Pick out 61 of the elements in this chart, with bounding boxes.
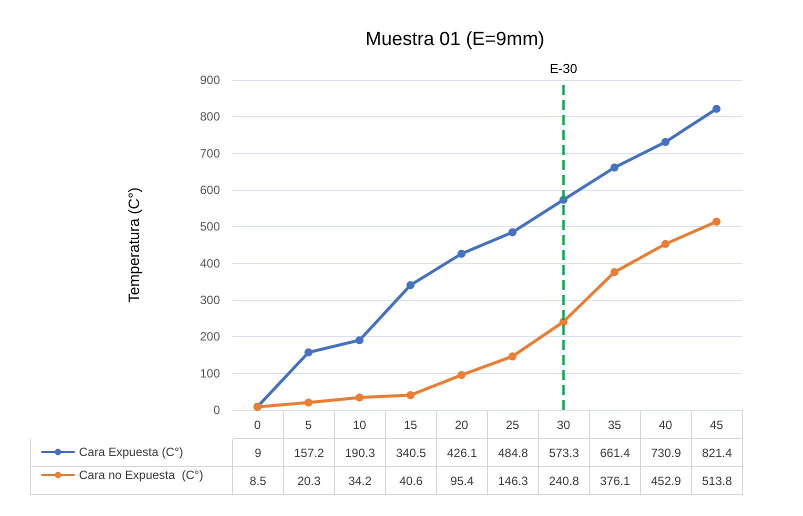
- point: [508, 228, 516, 236]
- point: [406, 281, 414, 290]
- point: [304, 348, 312, 356]
- point: [458, 371, 466, 380]
- y-tick-label: 200: [200, 330, 220, 344]
- y-axis-title: Temperatura (C°): [126, 187, 143, 303]
- data-label: 376.1: [590, 466, 640, 494]
- y-tick-label: 0: [213, 403, 220, 417]
- data-label: 821.4: [692, 438, 742, 466]
- data-label: 40.6: [386, 466, 436, 494]
- ref-line-label: E-30: [550, 61, 578, 76]
- point: [304, 398, 312, 407]
- data-label: 8.5: [232, 466, 284, 494]
- data-label: 573.3: [538, 438, 590, 466]
- x-tick-label: 45: [710, 418, 724, 432]
- legend-label: Cara no Expuesta (C°): [79, 468, 204, 482]
- y-tick-label: 100: [200, 366, 220, 380]
- y-tick-label: 400: [200, 256, 220, 270]
- y-tick-label: 300: [200, 293, 220, 307]
- x-tick-label: 35: [608, 418, 622, 432]
- point: [356, 393, 364, 402]
- y-tick-label: 900: [200, 73, 220, 87]
- chart-title: Muestra 01 (E=9mm): [366, 29, 544, 50]
- point: [712, 218, 720, 226]
- data-label: 95.4: [436, 466, 488, 494]
- data-label: 146.3: [488, 466, 538, 494]
- point: [458, 250, 466, 258]
- data-label: 340.5: [386, 438, 436, 466]
- data-label: 9: [232, 438, 284, 466]
- x-tick-label: 5: [305, 418, 312, 432]
- data-label: 34.2: [334, 466, 386, 494]
- point: [712, 104, 720, 113]
- point: [406, 391, 414, 400]
- x-tick-label: 0: [254, 418, 262, 432]
- point: [662, 138, 670, 146]
- point: [610, 163, 618, 172]
- point: [662, 240, 670, 248]
- x-tick-label: 10: [352, 418, 366, 432]
- data-label: 513.8: [692, 466, 742, 494]
- data-label: 240.8: [538, 466, 590, 494]
- x-tick-label: 20: [454, 418, 468, 432]
- y-tick-label: 500: [200, 220, 220, 234]
- x-tick-label: 15: [404, 418, 418, 432]
- data-label: 426.1: [436, 438, 488, 466]
- point: [356, 336, 364, 344]
- data-label: 661.4: [590, 438, 640, 466]
- y-tick-label: 600: [200, 183, 220, 197]
- data-label: 730.9: [640, 438, 692, 466]
- data-label: 157.2: [284, 438, 334, 466]
- legend-label: Cara Expuesta (C°): [79, 445, 184, 459]
- y-tick-label: 800: [200, 110, 220, 124]
- x-tick-label: 25: [506, 418, 520, 432]
- x-tick-label: 30: [556, 418, 570, 432]
- data-label: 484.8: [488, 438, 538, 466]
- point: [508, 352, 516, 360]
- y-tick-label: 700: [200, 146, 220, 160]
- data-label: 20.3: [284, 466, 334, 494]
- data-label: 190.3: [334, 438, 386, 466]
- point: [610, 268, 618, 276]
- x-tick-label: 40: [658, 418, 672, 432]
- data-label: 452.9: [640, 466, 692, 494]
